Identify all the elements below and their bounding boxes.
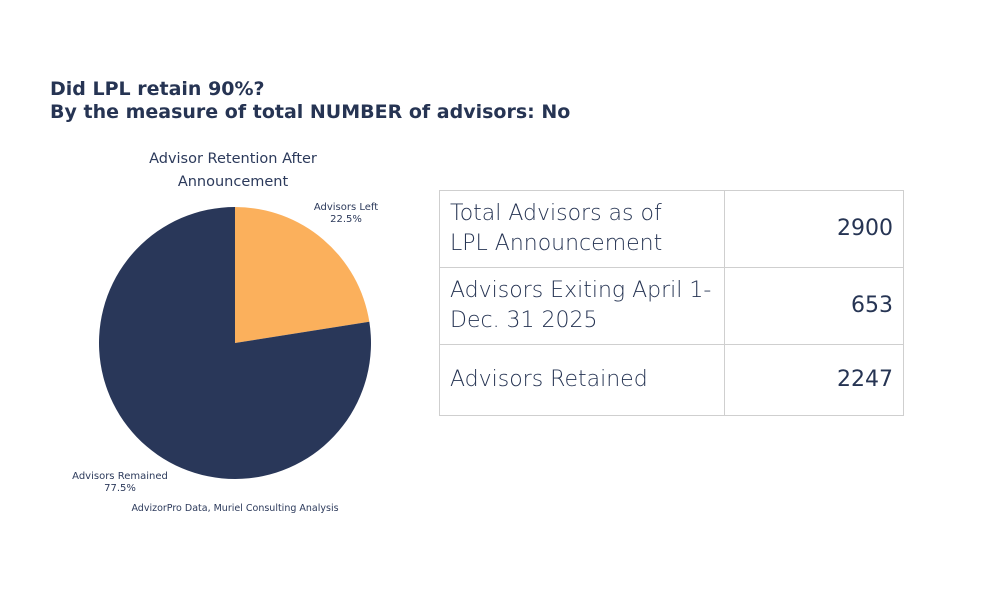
row-value-advisors-retained: 2247 <box>724 344 904 416</box>
chart-title-line-1: Advisor Retention After <box>149 151 317 167</box>
slice-label-advisors-remained-name: Advisors Remained <box>72 471 168 482</box>
table-row: Total Advisors as of LPL Announcement 29… <box>439 190 904 268</box>
advisor-stats-table: Total Advisors as of LPL Announcement 29… <box>439 190 904 416</box>
table-row: Advisors Exiting April 1- Dec. 31 2025 6… <box>439 267 904 345</box>
pie-slice-advisors-left <box>235 207 370 343</box>
row-label-line: LPL Announcement <box>450 231 663 256</box>
heading-line-2: By the measure of total NUMBER of adviso… <box>50 101 571 123</box>
heading-line-1: Did LPL retain 90%? <box>50 78 265 100</box>
row-value-total-advisors: 2900 <box>724 190 904 268</box>
row-value-advisors-exiting: 653 <box>724 267 904 345</box>
row-label-line: Total Advisors as of <box>450 201 662 226</box>
chart-source-note: AdvizorPro Data, Muriel Consulting Analy… <box>131 503 338 514</box>
slice-label-advisors-remained-pct: 77.5% <box>104 483 136 494</box>
table-row: Advisors Retained 2247 <box>439 344 904 416</box>
pie-slice-advisors-remained <box>99 207 372 480</box>
row-label-advisors-exiting: Advisors Exiting April 1- Dec. 31 2025 <box>439 267 725 345</box>
pie-chart: Advisor Retention After Announcement Adv… <box>72 151 378 514</box>
row-label-advisors-retained: Advisors Retained <box>439 344 725 416</box>
row-label-line: Advisors Retained <box>450 367 648 392</box>
row-label-line: Dec. 31 2025 <box>450 308 598 333</box>
chart-title-line-2: Announcement <box>178 174 289 190</box>
page-heading: Did LPL retain 90%? By the measure of to… <box>50 78 570 124</box>
row-label-line: Advisors Exiting April 1- <box>450 278 712 303</box>
row-label-total-advisors: Total Advisors as of LPL Announcement <box>439 190 725 268</box>
slice-label-advisors-left-name: Advisors Left <box>314 202 378 213</box>
slice-label-advisors-left-pct: 22.5% <box>330 214 362 225</box>
